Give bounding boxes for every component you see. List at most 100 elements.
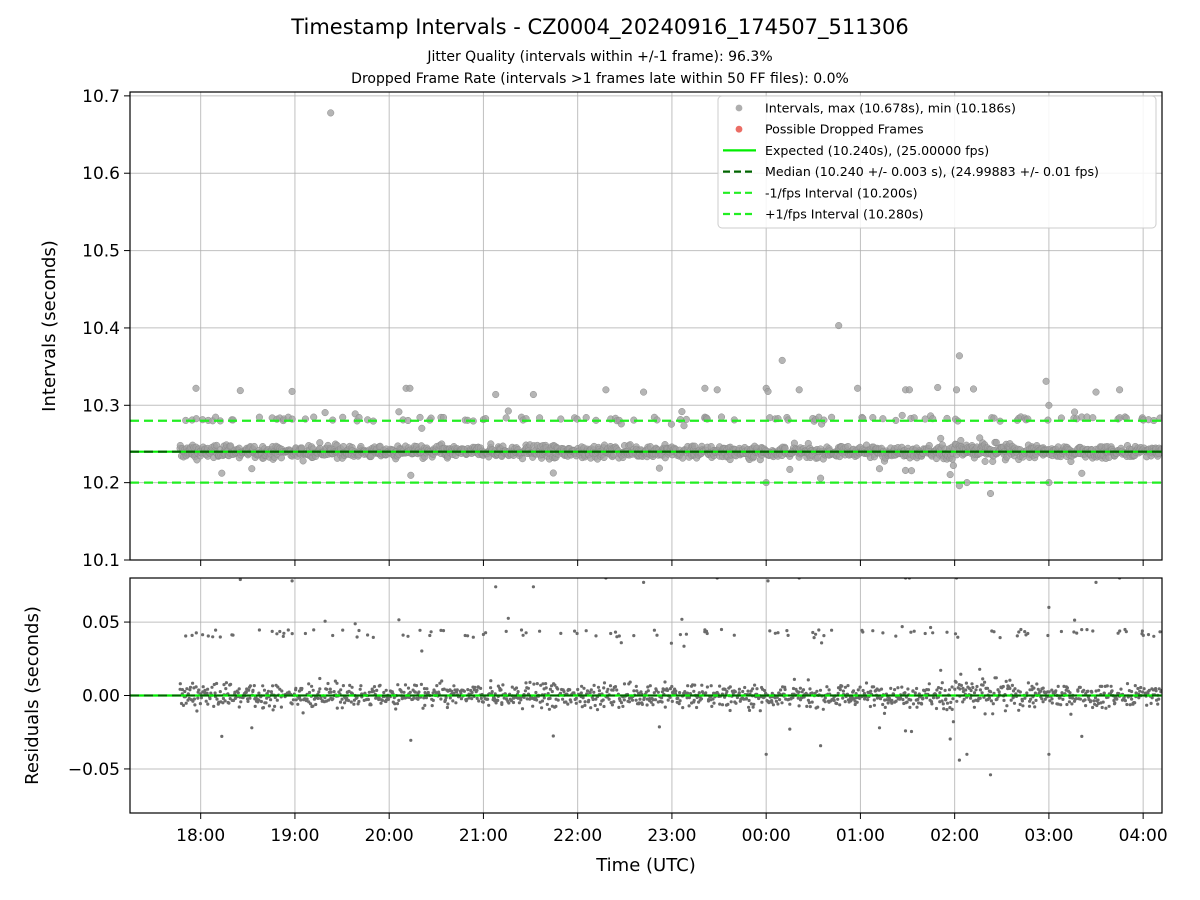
x-tick-label: 04:00 — [1119, 826, 1168, 846]
residual-point — [720, 703, 725, 707]
residual-point — [325, 687, 329, 691]
residual-point — [670, 699, 674, 704]
residual-point — [556, 698, 560, 702]
residual-point — [192, 697, 196, 701]
interval-point — [701, 384, 709, 392]
residual-point — [961, 700, 965, 704]
residual-point — [836, 691, 840, 695]
residual-point — [466, 688, 470, 692]
residual-point — [821, 707, 825, 711]
residual-point — [551, 734, 555, 738]
residual-point — [1041, 686, 1045, 690]
interval-point — [969, 385, 978, 393]
residual-point — [1094, 689, 1098, 693]
residual-point — [615, 635, 619, 639]
residual-point — [1069, 712, 1073, 716]
residual-point — [855, 700, 859, 704]
residual-point — [185, 687, 189, 691]
residual-point — [556, 687, 560, 691]
residual-point — [341, 684, 345, 688]
residual-point — [663, 680, 667, 684]
residual-point — [1130, 689, 1134, 694]
residual-point — [471, 635, 475, 639]
legend: Intervals, max (10.678s), min (10.186s) P… — [717, 95, 1157, 229]
residual-point — [442, 687, 446, 691]
residual-point — [719, 627, 724, 632]
residual-point — [1010, 683, 1015, 688]
residual-point — [1146, 633, 1151, 637]
residual-point — [223, 699, 227, 703]
residual-point — [554, 704, 558, 709]
residual-point — [448, 696, 452, 700]
residual-point — [871, 629, 875, 633]
residual-point — [619, 701, 624, 705]
residual-point — [331, 633, 335, 638]
residual-point — [559, 631, 563, 636]
residual-point — [418, 628, 422, 632]
residual-point — [669, 641, 674, 645]
residual-point — [653, 698, 658, 702]
residual-point — [814, 632, 818, 636]
interval-point — [1089, 414, 1097, 422]
residual-point — [445, 705, 449, 710]
y-tick-label: 10.6 — [82, 164, 120, 184]
residual-point — [666, 688, 670, 693]
residual-point — [494, 701, 498, 705]
residual-point — [475, 688, 479, 692]
legend-entry-label: Median (10.240 +/- 0.003 s), (24.99883 +… — [765, 164, 1099, 179]
residual-point — [496, 698, 500, 703]
interval-point — [680, 422, 688, 430]
residual-point — [589, 688, 593, 692]
residual-point — [1145, 703, 1149, 707]
residual-point — [506, 616, 510, 620]
residual-point — [934, 706, 939, 711]
residual-point — [630, 698, 635, 702]
residual-point — [983, 712, 987, 716]
residual-point — [851, 689, 856, 693]
interval-point — [310, 413, 318, 421]
residual-point — [866, 698, 870, 702]
residual-point — [972, 691, 977, 695]
residual-point — [915, 686, 919, 691]
interval-point — [236, 387, 244, 395]
residual-point — [749, 702, 753, 706]
residual-point — [367, 690, 371, 694]
residual-point — [332, 690, 336, 694]
top-axes-frame — [129, 91, 1163, 561]
residual-point — [621, 704, 625, 709]
residual-point — [820, 641, 824, 645]
residual-point — [569, 700, 573, 704]
residual-point — [1109, 684, 1113, 688]
residual-point — [779, 688, 783, 692]
residual-point — [903, 729, 908, 733]
residual-point — [936, 572, 939, 575]
residual-point — [479, 696, 483, 701]
residual-point — [1154, 689, 1158, 693]
residual-point — [1138, 689, 1142, 693]
residual-point — [965, 752, 969, 756]
interval-point — [949, 461, 957, 470]
residual-point — [1025, 691, 1029, 695]
residual-point — [954, 680, 958, 684]
residual-point — [908, 705, 912, 710]
residual-point — [328, 687, 332, 691]
residual-point — [956, 635, 960, 639]
residual-point — [686, 684, 690, 688]
residual-point — [695, 705, 699, 710]
residual-point — [455, 688, 459, 692]
residual-point — [615, 688, 619, 692]
residual-point — [308, 702, 313, 706]
residual-point — [827, 688, 831, 692]
residual-point — [642, 580, 646, 585]
residual-point — [632, 634, 636, 638]
residual-point — [1122, 696, 1126, 700]
residual-point — [584, 629, 588, 633]
residual-point — [294, 686, 298, 690]
residual-point — [1015, 634, 1019, 638]
residual-point — [737, 687, 742, 691]
residual-point — [463, 633, 467, 638]
interval-point — [1071, 408, 1079, 416]
residual-point — [459, 691, 463, 695]
residual-point — [798, 686, 803, 690]
y-tick-label: 10.1 — [82, 551, 120, 571]
